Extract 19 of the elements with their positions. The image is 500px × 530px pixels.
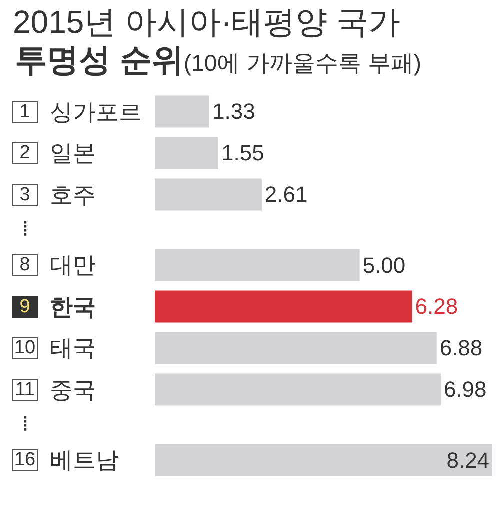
y-tick-label: 8 대만 [20, 252, 96, 278]
chart-title: 2015년 아시아·태평양 국가 투명성 순위(10에 가까울수록 부패) [13, 4, 422, 78]
data-label: 6.88 [440, 336, 483, 361]
data-label: 5.00 [362, 252, 406, 278]
y-tick-label: ⁞ [22, 412, 29, 437]
y-tick-label: 10 태국 [14, 335, 96, 361]
y-tick-label: 9 한국 [20, 294, 96, 320]
data-label: 8.24 [446, 448, 490, 473]
y-tick-label: 1 싱가포르 [20, 99, 142, 125]
y-tick-label: 16 베트남 [14, 447, 119, 473]
data-label: 6.98 [444, 377, 487, 402]
y-tick-label: ⁞ [22, 217, 29, 242]
y-tick-label: 2 일본 [20, 140, 96, 166]
data-label: 1.33 [212, 99, 256, 124]
data-label: 2.61 [264, 182, 308, 208]
data-label: 1.55 [221, 140, 264, 166]
y-tick-label: 3 호주 [20, 182, 96, 208]
data-label: 6.28 [415, 294, 458, 320]
y-tick-label: 11 중국 [15, 377, 96, 403]
